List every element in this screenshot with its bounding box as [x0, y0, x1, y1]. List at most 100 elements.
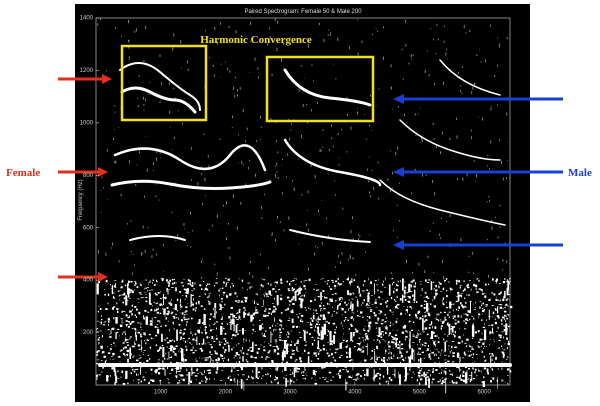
noise: [325, 321, 328, 323]
noise: [321, 150, 322, 152]
noise: [425, 376, 427, 386]
noise: [367, 343, 368, 356]
noise: [286, 334, 287, 336]
noise: [106, 70, 108, 72]
noise: [226, 342, 229, 344]
noise: [154, 325, 157, 328]
noise: [362, 350, 365, 353]
noise: [294, 352, 295, 355]
noise: [491, 324, 494, 327]
noise: [254, 312, 257, 314]
noise: [155, 303, 158, 305]
noise: [159, 100, 161, 104]
noise: [459, 294, 462, 297]
noise: [390, 352, 392, 355]
noise: [281, 164, 283, 166]
noise: [346, 351, 348, 354]
noise: [315, 324, 316, 328]
noise: [420, 379, 423, 380]
noise: [111, 367, 114, 370]
noise: [201, 343, 204, 345]
noise: [271, 360, 274, 363]
noise: [375, 374, 377, 377]
noise: [451, 333, 453, 335]
noise: [379, 332, 382, 335]
noise: [445, 372, 447, 375]
noise: [358, 337, 361, 339]
noise: [287, 288, 290, 290]
noise: [181, 312, 184, 315]
noise: [126, 353, 128, 357]
noise: [344, 367, 347, 368]
noise: [179, 331, 182, 334]
noise: [351, 308, 354, 312]
noise: [379, 377, 381, 380]
noise: [284, 365, 287, 371]
noise: [322, 315, 326, 317]
noise: [423, 297, 425, 298]
noise: [231, 319, 234, 325]
noise: [187, 340, 189, 342]
noise: [418, 359, 420, 362]
noise: [210, 329, 212, 332]
noise: [432, 370, 434, 373]
noise: [344, 311, 347, 313]
noise: [507, 325, 510, 328]
noise: [466, 345, 468, 347]
noise: [114, 382, 116, 386]
noise: [140, 333, 142, 336]
noise: [393, 288, 395, 289]
noise: [335, 280, 337, 282]
noise: [477, 330, 480, 333]
noise: [139, 292, 142, 294]
noise: [332, 281, 335, 283]
noise: [388, 377, 391, 380]
noise: [384, 321, 387, 323]
noise: [275, 291, 277, 293]
noise: [387, 341, 390, 344]
noise: [415, 313, 417, 316]
noise: [315, 318, 317, 322]
noise: [242, 360, 244, 362]
noise: [299, 357, 302, 360]
noise: [166, 290, 169, 292]
noise: [469, 318, 471, 320]
noise: [179, 367, 182, 369]
noise: [329, 299, 333, 302]
noise: [484, 341, 486, 343]
noise: [327, 381, 329, 383]
noise: [459, 356, 461, 362]
noise: [245, 366, 247, 368]
noise: [360, 351, 363, 353]
noise: [154, 309, 156, 312]
noise: [423, 371, 425, 373]
noise: [345, 381, 347, 391]
noise: [110, 344, 112, 346]
noise: [123, 331, 126, 333]
noise: [365, 251, 367, 253]
noise: [310, 337, 313, 338]
noise: [412, 333, 414, 335]
noise: [349, 254, 351, 258]
noise: [119, 290, 121, 292]
noise: [373, 375, 376, 379]
noise: [220, 63, 222, 65]
noise: [257, 348, 261, 350]
noise: [260, 356, 263, 358]
noise: [506, 112, 508, 116]
noise: [242, 366, 244, 368]
noise: [269, 344, 272, 347]
noise: [113, 285, 116, 288]
noise: [247, 313, 250, 316]
noise: [111, 328, 113, 330]
noise: [113, 297, 116, 299]
noise: [383, 361, 386, 364]
noise: [352, 292, 355, 294]
noise: [359, 333, 361, 335]
noise: [331, 313, 333, 316]
noise: [115, 332, 117, 340]
noise: [353, 279, 356, 282]
noise: [208, 294, 210, 298]
noise: [168, 284, 170, 287]
noise: [201, 372, 203, 375]
